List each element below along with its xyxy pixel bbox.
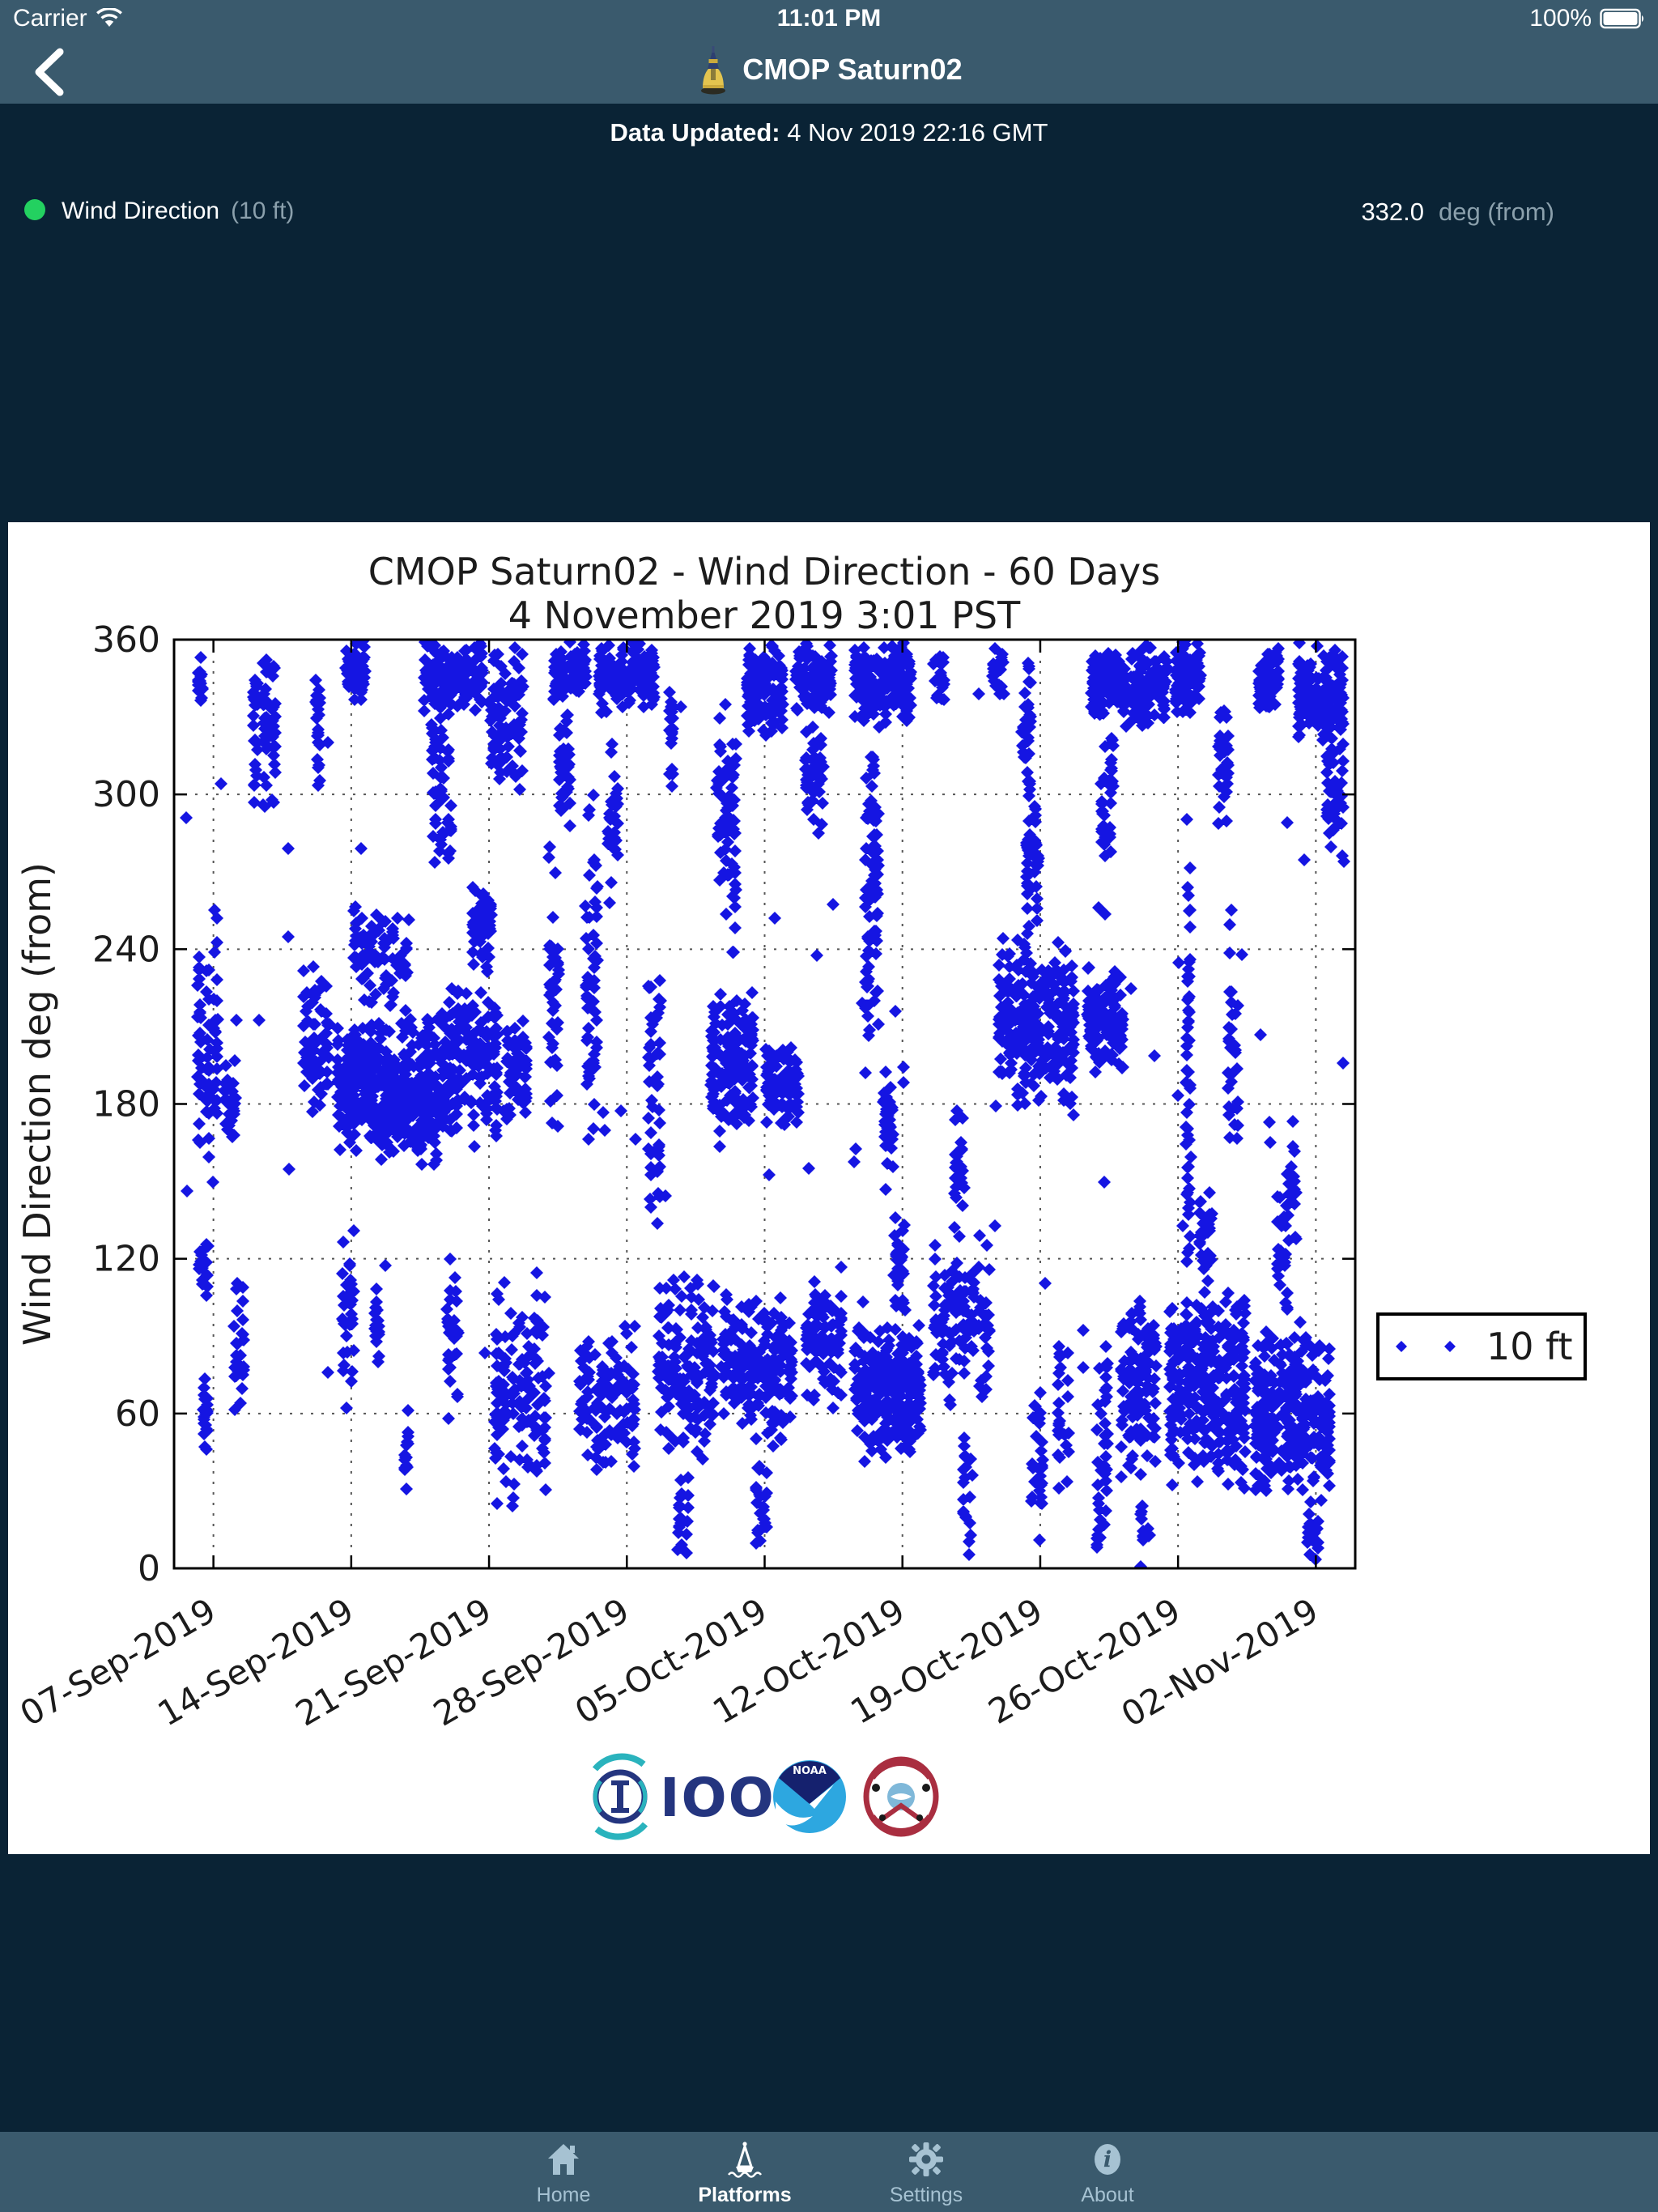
back-button[interactable] <box>23 44 79 100</box>
y-tick-label: 120 <box>92 1239 160 1280</box>
status-dot <box>24 199 45 220</box>
sensor-row-wind-direction[interactable]: Wind Direction (10 ft) 332.0 deg (from) <box>0 188 1658 236</box>
legend-box <box>1376 1312 1587 1380</box>
scatter-points <box>180 640 1350 1568</box>
status-bar: Carrier 11:01 PM 100% <box>0 0 1658 36</box>
data-updated-banner: Data Updated: 4 Nov 2019 22:16 GMT <box>0 118 1658 147</box>
header: Carrier 11:01 PM 100% <box>0 0 1658 104</box>
wifi-icon <box>96 8 122 27</box>
y-tick-label: 0 <box>138 1548 160 1589</box>
svg-text:i: i <box>1103 2147 1112 2172</box>
y-tick-label: 60 <box>115 1393 160 1435</box>
sensor-depth: (10 ft) <box>231 198 295 224</box>
buoy-photo-icon <box>701 46 726 95</box>
noaa-logo: NOAA <box>773 1760 846 1833</box>
legend-marker <box>1444 1341 1456 1352</box>
y-tick-label: 180 <box>92 1084 160 1125</box>
info-icon: i <box>1027 2138 1188 2180</box>
battery-percent: 100% <box>1529 5 1592 32</box>
cmop-tribal-logo <box>863 1756 939 1837</box>
tab-bar: Home Platforms <box>0 2132 1658 2212</box>
sensor-unit: deg (from) <box>1439 198 1554 226</box>
nav-bar: CMOP Saturn02 <box>0 36 1658 104</box>
legend-marker <box>1396 1341 1407 1352</box>
battery-icon <box>1600 8 1643 29</box>
home-icon <box>483 2138 644 2180</box>
data-updated-value: 4 Nov 2019 22:16 GMT <box>787 118 1048 147</box>
tab-settings[interactable]: Settings <box>845 2138 1007 2210</box>
buoy-icon <box>664 2138 826 2180</box>
page-title: CMOP Saturn02 <box>742 53 963 86</box>
data-updated-label: Data Updated: <box>610 118 780 147</box>
sensor-name: Wind Direction <box>62 198 220 224</box>
y-axis-label: Wind Direction deg (from) <box>15 862 59 1346</box>
chart-subtitle: 4 November 2019 3:01 PST <box>508 593 1021 637</box>
tab-platforms[interactable]: Platforms <box>664 2138 826 2210</box>
tab-about-label: About <box>1081 2184 1134 2206</box>
wind-direction-chart: CMOP Saturn02 - Wind Direction - 60 Days… <box>13 550 1587 1840</box>
legend-label: 10 ft <box>1486 1325 1573 1368</box>
carrier-label: Carrier <box>13 5 87 32</box>
svg-text:NOAA: NOAA <box>793 1765 827 1777</box>
y-tick-label: 240 <box>92 929 160 970</box>
tab-about[interactable]: i About <box>1027 2138 1188 2210</box>
y-tick-label: 360 <box>92 619 160 661</box>
tab-home[interactable]: Home <box>483 2138 644 2210</box>
sensor-value: 332.0 <box>1361 198 1425 226</box>
tab-home-label: Home <box>536 2184 591 2206</box>
tab-platforms-label: Platforms <box>698 2184 792 2206</box>
tab-settings-label: Settings <box>889 2184 963 2206</box>
chart-panel: CMOP Saturn02 - Wind Direction - 60 Days… <box>8 522 1650 1854</box>
clock: 11:01 PM <box>776 5 882 32</box>
y-tick-label: 300 <box>92 774 160 815</box>
gear-icon <box>845 2138 1007 2180</box>
chart-title: CMOP Saturn02 - Wind Direction - 60 Days <box>368 550 1160 593</box>
